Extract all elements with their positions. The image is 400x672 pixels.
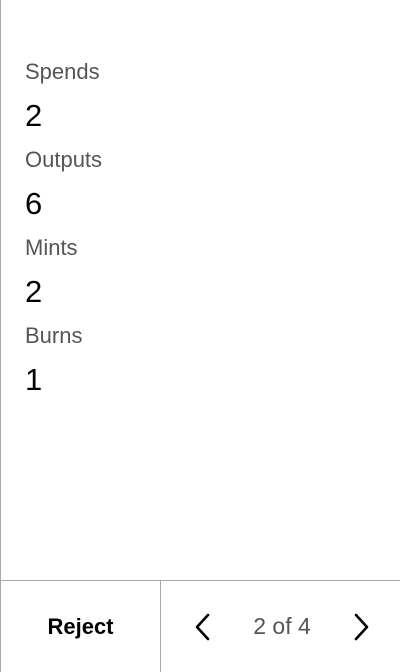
chevron-right-icon[interactable]	[349, 612, 373, 642]
stat-spends: Spends 2	[25, 56, 385, 144]
stat-label: Spends	[25, 59, 100, 84]
chevron-left-icon[interactable]	[191, 612, 215, 642]
page-indicator: 2 of 4	[253, 613, 311, 639]
stat-value: 2	[25, 98, 43, 133]
stat-burns: Burns 1	[25, 320, 385, 408]
stat-value: 1	[25, 362, 43, 397]
footer-bar: Reject 2 of 4	[1, 580, 400, 672]
reject-button[interactable]: Reject	[1, 581, 161, 672]
stat-outputs: Outputs 6	[25, 144, 385, 232]
stats-list: Spends 2 Outputs 6 Mints 2 Burns 1	[25, 56, 385, 408]
stat-label: Mints	[25, 235, 78, 260]
stat-label: Outputs	[25, 147, 103, 172]
stat-label: Burns	[25, 323, 83, 348]
stat-value: 6	[25, 186, 43, 221]
stat-value: 2	[25, 274, 43, 309]
stat-mints: Mints 2	[25, 232, 385, 320]
pagination: 2 of 4	[161, 581, 400, 672]
